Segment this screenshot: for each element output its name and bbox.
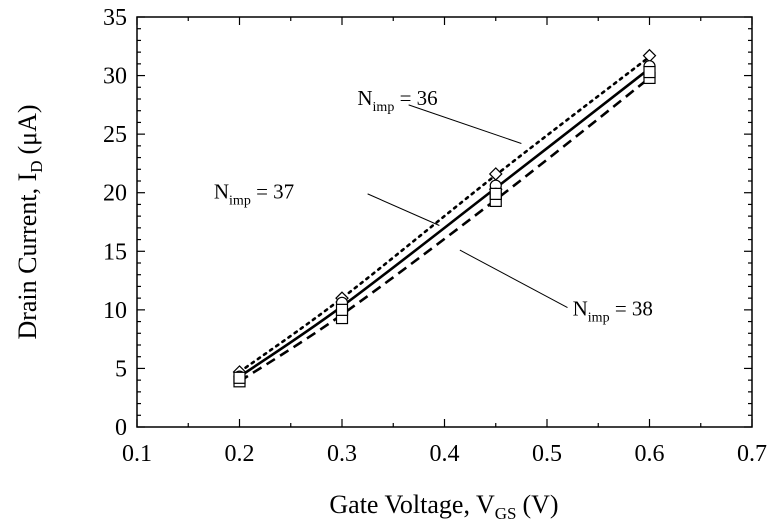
- y-axis-label-sub: D: [27, 160, 46, 172]
- series-label-3: Nimp = 38: [573, 297, 653, 326]
- data-point-square: [643, 65, 656, 79]
- annotations: Nimp = 36 Nimp = 37 Nimp = 38: [214, 86, 653, 326]
- x-axis-label-unit: (V): [523, 490, 559, 519]
- x-axis-label-sub: GS: [495, 504, 517, 522]
- series-label-2: Nimp = 37: [214, 180, 294, 209]
- x-tick-label: 0.6: [635, 441, 665, 467]
- series-markers: [232, 48, 657, 388]
- x-tick-label: 0.7: [737, 441, 767, 467]
- y-tick-labels: 0 5 10 15 20 25 30 35: [103, 5, 127, 441]
- x-axis-label: Gate Voltage, VGS (V): [329, 490, 558, 522]
- plot-frame: [136, 16, 753, 428]
- x-tick-label: 0.2: [225, 441, 255, 467]
- series-label-1: Nimp = 36: [357, 86, 437, 115]
- y-tick-label: 0: [115, 415, 127, 441]
- x-tick-label: 0.1: [122, 441, 152, 467]
- data-point-square: [489, 187, 502, 200]
- y-tick-label: 20: [103, 181, 127, 207]
- y-tick-label: 25: [103, 122, 127, 148]
- annotation-leader-line: [367, 193, 440, 226]
- y-tick-label: 10: [103, 298, 127, 324]
- annotation-leader-line: [459, 249, 568, 308]
- series-line-3: [238, 76, 651, 383]
- y-tick-label: 15: [103, 239, 127, 265]
- x-tick-label: 0.4: [430, 441, 460, 467]
- data-point-square: [233, 371, 246, 384]
- x-tick-labels: 0.1 0.2 0.3 0.4 0.5 0.6 0.7: [122, 441, 767, 467]
- y-tick-label: 30: [103, 64, 127, 90]
- annotation-leader-line: [408, 104, 522, 144]
- data-point-square: [335, 303, 349, 316]
- y-tick-label: 35: [103, 5, 127, 31]
- x-tick-label: 0.5: [532, 441, 562, 467]
- x-axis-label-main: Gate Voltage, V: [329, 490, 495, 519]
- y-axis-label-main: Drain Current, I: [13, 173, 42, 340]
- series-line-2: [238, 67, 651, 378]
- series-line-1: [238, 55, 651, 374]
- y-axis-label-unit: (μA): [13, 104, 42, 154]
- y-axis-label: Drain Current, ID (μA): [13, 104, 46, 339]
- y-tick-label: 5: [115, 356, 127, 382]
- series-lines: [238, 55, 651, 383]
- x-tick-label: 0.3: [327, 441, 357, 467]
- ticks: [136, 16, 753, 428]
